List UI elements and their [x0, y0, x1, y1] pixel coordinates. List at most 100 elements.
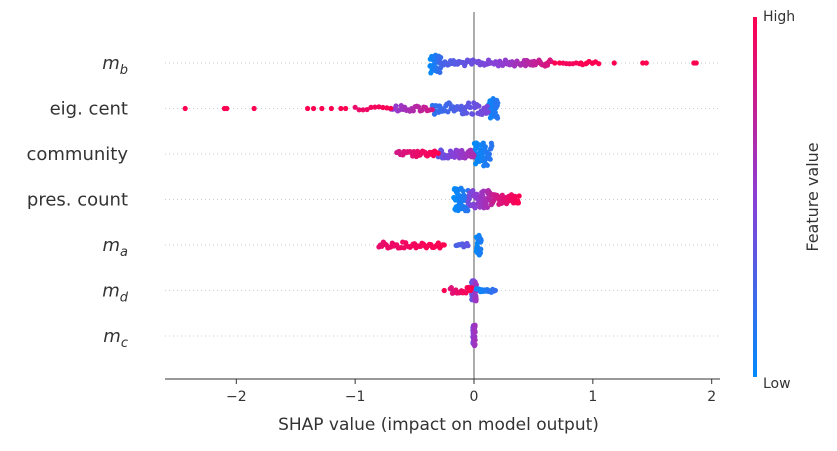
shap-point	[472, 341, 478, 347]
shap-point	[368, 104, 374, 110]
shap-point	[338, 105, 344, 112]
shap-point	[393, 103, 399, 109]
x-tick-label: −2	[226, 389, 247, 405]
shap-point	[489, 143, 495, 149]
shap-point	[437, 69, 443, 76]
x-axis-title: SHAP value (impact on model output)	[278, 415, 599, 435]
shap-point	[473, 282, 479, 288]
shap-point	[485, 109, 491, 115]
shap-point	[319, 105, 325, 112]
feature-label: mc	[103, 326, 128, 351]
colorbar-title: Feature value	[803, 142, 822, 251]
shap-point	[470, 111, 476, 117]
shap-point	[465, 243, 471, 249]
shap-point	[224, 105, 230, 112]
feature-labels: mb eig. cent community pres. count ma md mc	[26, 53, 128, 351]
shap-point	[441, 287, 447, 294]
shap-point	[182, 105, 188, 112]
shap-point	[596, 61, 602, 67]
shap-point	[471, 152, 477, 158]
feature-label: community	[26, 144, 128, 165]
shap-point	[380, 104, 386, 111]
shap-point	[372, 104, 378, 110]
shap-point	[486, 151, 492, 157]
shap-point	[445, 109, 451, 115]
shap-point	[476, 103, 482, 109]
shap-points	[182, 52, 699, 349]
x-axis-ticks: −2 −1 0 1 2	[226, 379, 716, 405]
shap-point	[468, 104, 474, 110]
colorbar-low-label: Low	[763, 376, 791, 392]
shap-point	[469, 285, 475, 291]
x-tick-label: 1	[588, 389, 597, 405]
shap-point	[384, 105, 390, 111]
colorbar-high-label: High	[763, 9, 795, 25]
shap-point	[429, 107, 435, 113]
shap-point	[478, 237, 484, 244]
shap-point	[611, 60, 617, 66]
shap-point	[364, 106, 370, 113]
shap-point	[556, 60, 563, 66]
shap-point	[552, 60, 558, 66]
shap-point	[376, 104, 382, 110]
shap-point	[484, 162, 490, 168]
shap-point	[448, 285, 454, 291]
shap-point	[441, 242, 447, 248]
shap-point	[515, 200, 522, 206]
shap-point	[460, 188, 466, 194]
shap-point	[452, 197, 459, 203]
colorbar: High Low Feature value	[753, 9, 822, 392]
shap-point	[640, 60, 646, 66]
shap-point	[484, 204, 491, 211]
shap-point	[415, 104, 422, 110]
shap-point	[472, 337, 478, 343]
feature-label: eig. cent	[50, 99, 128, 120]
shap-point	[494, 115, 501, 121]
shap-point	[251, 105, 257, 112]
shap-point	[305, 105, 311, 112]
shap-point	[578, 60, 584, 66]
shap-point	[472, 329, 478, 335]
shap-point	[463, 110, 470, 116]
shap-point	[438, 54, 444, 61]
shap-point	[484, 103, 490, 109]
shap-point	[465, 207, 471, 214]
shap-point	[458, 103, 464, 109]
shap-point	[310, 105, 317, 112]
shap-point	[352, 104, 358, 110]
x-tick-label: 0	[470, 389, 479, 405]
shap-point	[482, 144, 488, 150]
shap-point	[473, 296, 479, 302]
colorbar-gradient	[753, 17, 757, 377]
shap-point	[590, 60, 596, 66]
shap-point	[388, 105, 394, 112]
shap-point	[516, 193, 522, 199]
shap-point	[360, 107, 366, 113]
shap-point	[584, 60, 590, 66]
shap-point	[435, 150, 441, 156]
shap-point	[472, 205, 478, 211]
feature-label: mb	[102, 53, 128, 78]
shap-point	[512, 193, 518, 199]
x-tick-label: 2	[707, 389, 716, 405]
feature-rows	[165, 62, 720, 337]
shap-point	[693, 60, 699, 66]
shap-point	[478, 246, 484, 252]
shap-point	[643, 60, 649, 66]
shap-point	[410, 108, 416, 114]
shap-point	[492, 287, 498, 294]
feature-label: md	[102, 281, 129, 306]
shap-point	[356, 107, 362, 113]
shap-point	[487, 156, 493, 162]
shap-point	[477, 250, 484, 256]
shap-point	[522, 63, 529, 69]
shap-point	[495, 100, 501, 106]
feature-label: ma	[102, 235, 128, 260]
shap-point	[466, 100, 472, 106]
shap-point	[472, 322, 478, 328]
shap-point	[343, 105, 349, 112]
feature-label: pres. count	[27, 190, 128, 211]
x-tick-label: −1	[345, 389, 366, 405]
shap-point	[328, 105, 334, 112]
